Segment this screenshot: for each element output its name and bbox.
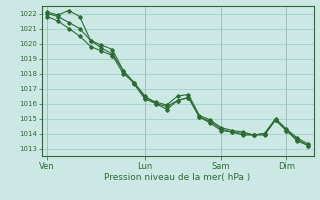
X-axis label: Pression niveau de la mer( hPa ): Pression niveau de la mer( hPa ) xyxy=(104,173,251,182)
